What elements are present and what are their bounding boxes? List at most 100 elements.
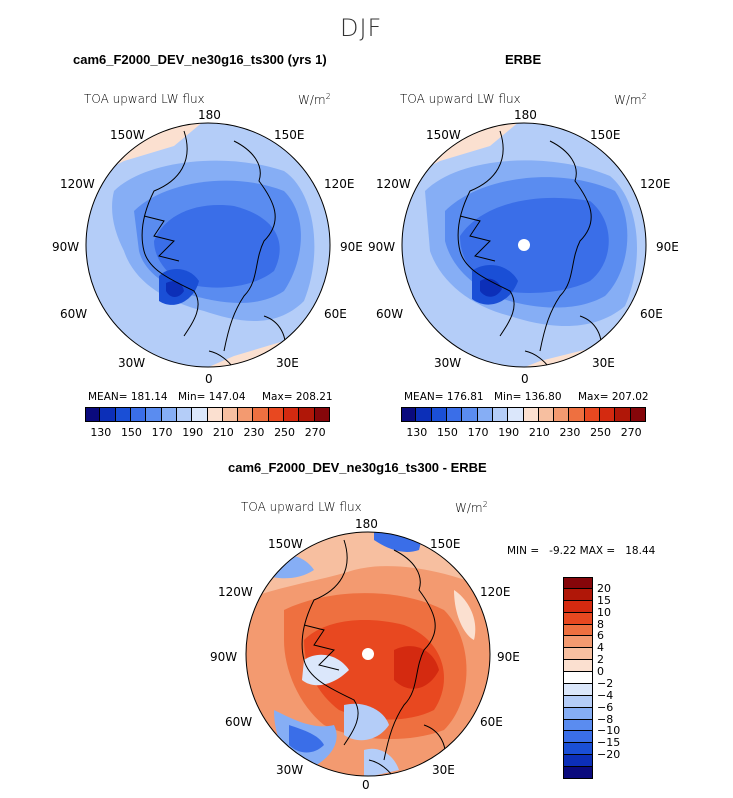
colorbar-box: [554, 407, 570, 422]
lon-label-90w: 90W: [52, 240, 80, 254]
lon-label-30e: 30E: [592, 356, 615, 370]
lon-label-30e: 30E: [276, 356, 299, 370]
colorbar-tick-label: 230: [559, 426, 581, 439]
lon-label-60e: 60E: [480, 715, 503, 729]
min-value: Min= 136.80: [494, 391, 562, 403]
variable-label: TOA upward LW flux: [241, 500, 362, 514]
colorbar-tick-label: −6: [597, 700, 614, 714]
colorbar-tick-label: 2: [597, 653, 604, 667]
colorbar-tick-label: 130: [406, 426, 428, 439]
colorbar-tick-label: 210: [212, 426, 234, 439]
map-diff: [245, 531, 491, 777]
colorbar-box: [563, 672, 593, 684]
lon-label-60e: 60E: [640, 307, 663, 321]
colorbar-tick-label: −2: [597, 676, 614, 690]
colorbar-box: [600, 407, 616, 422]
colorbar-tick-label: 150: [120, 426, 142, 439]
colorbar-box: [100, 407, 116, 422]
colorbar-tick-label: 250: [590, 426, 612, 439]
lon-label-30w: 30W: [276, 763, 304, 777]
colorbar-box: [146, 407, 162, 422]
panel-diff-title: cam6_F2000_DEV_ne30g16_ts300 - ERBE: [228, 460, 487, 475]
colorbar-box: [563, 577, 593, 589]
colorbar-box: [615, 407, 631, 422]
colorbar-box: [563, 683, 593, 696]
colorbar-diff: 20 15 10 8 6 4 2 0 −2 −4 −6 −8 −10 −15 −20: [563, 577, 620, 779]
colorbar-box: [563, 588, 593, 601]
colorbar-tick-label: 270: [620, 426, 642, 439]
colorbar-box: [130, 407, 147, 422]
colorbar-box: [563, 648, 593, 661]
colorbar-box: [222, 407, 239, 422]
lon-label-120w: 120W: [218, 585, 253, 599]
min-value: Min= 147.04: [178, 391, 246, 403]
lon-label-180: 180: [514, 108, 537, 122]
colorbar-tick-label: 150: [436, 426, 458, 439]
colorbar-tick-label: 270: [304, 426, 326, 439]
lon-label-90e: 90E: [656, 240, 679, 254]
colorbar-box: [569, 407, 585, 422]
colorbar-box: [563, 743, 593, 756]
lon-label-0: 0: [205, 372, 213, 386]
panel-right-title: ERBE: [505, 52, 542, 67]
colorbar-box: [314, 407, 330, 422]
lon-label-120e: 120E: [640, 177, 671, 191]
colorbar-tick-label: 210: [528, 426, 550, 439]
variable-label: TOA upward LW flux: [400, 92, 521, 106]
colorbar-box: [462, 407, 478, 422]
colorbar-box: [115, 407, 131, 422]
season-title: DJF: [340, 14, 383, 42]
colorbar-tick-label: 10: [597, 605, 611, 619]
colorbar-box: [401, 407, 417, 422]
colorbar-box: [563, 731, 593, 744]
colorbar-box: [508, 407, 524, 422]
lon-label-150w: 150W: [426, 128, 461, 142]
colorbar-box: [492, 407, 509, 422]
colorbar-box: [85, 407, 101, 422]
units-label: W/m2: [614, 92, 647, 107]
lon-label-120w: 120W: [60, 177, 95, 191]
lon-label-120e: 120E: [480, 585, 511, 599]
units-label: W/m2: [298, 92, 331, 107]
diff-minmax: MIN = -9.22 MAX = 18.44: [507, 545, 656, 557]
colorbar-box: [161, 407, 177, 422]
colorbar-tick-label: 170: [467, 426, 489, 439]
colorbar-box: [284, 407, 300, 422]
variable-label: TOA upward LW flux: [84, 92, 205, 106]
lon-label-60e: 60E: [324, 307, 347, 321]
units-label: W/m2: [455, 500, 488, 515]
mean-value: MEAN= 181.14: [88, 391, 168, 403]
colorbar-box: [176, 407, 193, 422]
colorbar-tick-label: −8: [597, 712, 614, 726]
lon-label-180: 180: [355, 517, 378, 531]
colorbar-box: [207, 407, 223, 422]
map-right: [401, 122, 647, 368]
colorbar-box: [477, 407, 493, 422]
colorbar-tick-label: 250: [274, 426, 296, 439]
colorbar-box: [446, 407, 463, 422]
colorbar-box: [563, 624, 593, 637]
lon-label-90w: 90W: [368, 240, 396, 254]
lon-label-0: 0: [362, 778, 370, 792]
colorbar-box: [563, 612, 593, 625]
colorbar-tick-label: −20: [597, 748, 621, 762]
colorbar-tick-label: 170: [151, 426, 173, 439]
lon-label-150w: 150W: [110, 128, 145, 142]
lon-label-0: 0: [521, 372, 529, 386]
lon-label-60w: 60W: [376, 307, 404, 321]
colorbar-tick-label: 190: [182, 426, 204, 439]
colorbar-tick-label: 230: [243, 426, 265, 439]
colorbar-left: 130 150 170 190 210 230 250 270: [85, 407, 330, 439]
lon-label-120e: 120E: [324, 177, 355, 191]
colorbar-box: [299, 407, 315, 422]
max-value: Max= 208.21: [262, 391, 333, 403]
lon-label-150e: 150E: [430, 537, 461, 551]
colorbar-box: [563, 636, 593, 649]
panel-left-title: cam6_F2000_DEV_ne30g16_ts300 (yrs 1): [73, 52, 327, 67]
lon-label-90e: 90E: [497, 650, 520, 664]
colorbar-tick-label: 4: [597, 641, 604, 655]
lon-label-30w: 30W: [118, 356, 146, 370]
colorbar-tick-label: 130: [90, 426, 112, 439]
colorbar-right: 130 150 170 190 210 230 250 270: [401, 407, 646, 439]
colorbar-box: [431, 407, 447, 422]
